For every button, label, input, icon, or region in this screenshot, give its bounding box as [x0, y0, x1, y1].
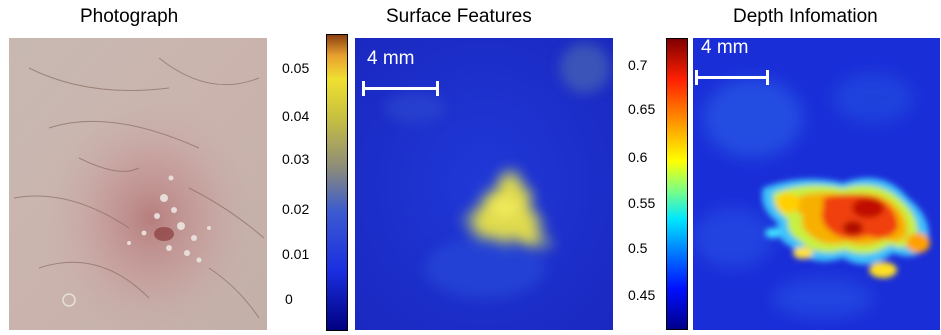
depth-colorbar-tick: 0.45: [628, 287, 656, 303]
depth-colorbar-tick: 0.7: [628, 57, 648, 73]
depth-colorbar-tick: 0.65: [628, 101, 656, 117]
photograph-title: Photograph: [80, 6, 179, 27]
depth-information-title: Depth Infomation: [733, 6, 878, 27]
surface-colorbar-tick: 0.05: [282, 60, 310, 76]
depth-colorbar: [666, 38, 688, 330]
photograph-image: [9, 38, 267, 330]
surface-colorbar-tick: 0.02: [282, 201, 310, 217]
surface-colorbar-tick: 0: [285, 291, 293, 307]
surface-features-title: Surface Features: [386, 6, 532, 27]
surface-features-image: 4 mm: [355, 38, 613, 330]
surface-scale-bar-cap: [436, 81, 439, 96]
depth-scale-bar: [697, 76, 769, 79]
surface-colorbar-tick: 0.01: [282, 246, 310, 262]
depth-scale-bar-cap: [695, 70, 698, 85]
depth-colorbar-tick: 0.55: [628, 195, 656, 211]
surface-colorbar: [326, 34, 348, 331]
surface-scale-bar: [364, 87, 439, 90]
depth-colorbar-tick: 0.6: [628, 149, 648, 165]
depth-scale-label: 4 mm: [701, 38, 749, 58]
surface-scale-bar-cap: [362, 81, 365, 96]
surface-colorbar-tick: 0.03: [282, 151, 310, 167]
surface-scale-label: 4 mm: [367, 48, 415, 69]
depth-scale-bar-cap: [766, 70, 769, 85]
surface-colorbar-tick: 0.04: [282, 108, 310, 124]
depth-information-image: 4 mm: [693, 38, 940, 330]
depth-colorbar-tick: 0.5: [628, 240, 648, 256]
